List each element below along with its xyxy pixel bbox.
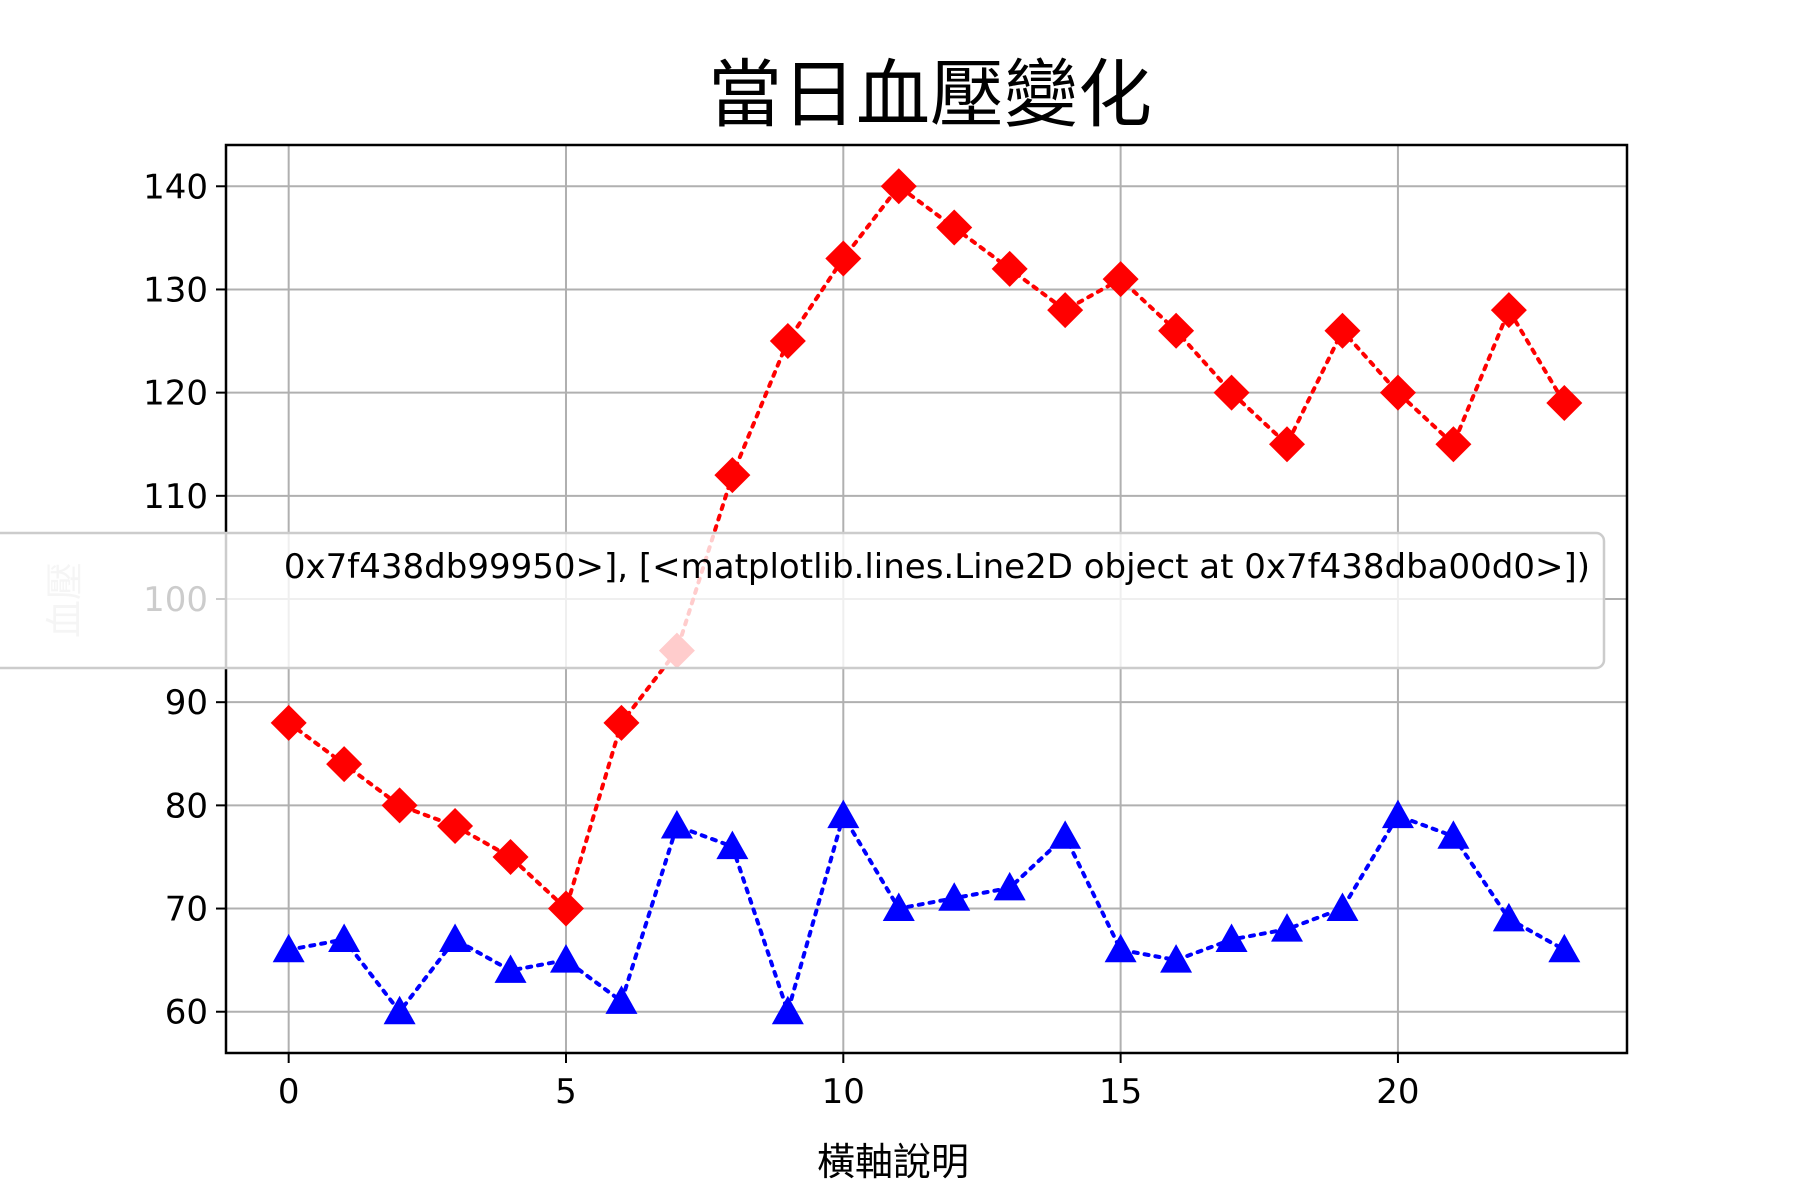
x-axis-label: 橫軸說明 <box>817 1140 969 1184</box>
series-2-point <box>1271 913 1304 942</box>
y-tick-label: 90 <box>165 683 208 723</box>
series-1-point <box>936 209 973 246</box>
series-1-point <box>381 787 418 824</box>
series-1-point <box>1158 312 1195 349</box>
series-1-point <box>991 250 1028 287</box>
series-2-point <box>827 799 860 829</box>
y-tick-label: 110 <box>143 477 208 517</box>
series-1-point <box>492 838 529 875</box>
series-1-point <box>547 890 584 927</box>
series-1-point <box>825 240 862 277</box>
series-2 <box>272 799 1581 1025</box>
x-tick-label: 5 <box>555 1072 577 1112</box>
series-1-point <box>1546 384 1583 421</box>
series-1-point <box>1047 292 1084 329</box>
series-1-point <box>603 704 640 741</box>
series-2-point <box>882 892 915 922</box>
y-tick-label: 140 <box>143 167 208 207</box>
series-1-point <box>326 746 363 783</box>
series-2-point <box>328 923 361 952</box>
series-2-line <box>286 810 1567 1019</box>
series-1-line <box>286 183 1567 913</box>
series-1-point <box>880 168 917 205</box>
series-1-point <box>1213 374 1250 411</box>
x-tick-label: 20 <box>1376 1072 1419 1112</box>
series-2-point <box>1160 944 1193 973</box>
y-tick-label: 80 <box>165 786 208 826</box>
series-2-point <box>1326 892 1359 922</box>
series-2-point <box>1381 799 1414 829</box>
series-1-point <box>1102 261 1139 298</box>
series-2-point <box>716 830 749 860</box>
y-tick-label: 120 <box>143 374 208 414</box>
series-2-point <box>771 995 804 1025</box>
series-2-point <box>993 871 1026 901</box>
series-1-point <box>1490 292 1527 329</box>
series-2-point <box>660 810 693 839</box>
series-1-point <box>1269 426 1306 463</box>
series-1-point <box>714 457 751 494</box>
x-tick-label: 10 <box>822 1072 865 1112</box>
legend-box <box>0 531 1606 670</box>
series-1-point <box>270 704 307 741</box>
series-2-point <box>1492 902 1525 932</box>
x-axis: 0 5 10 15 20 <box>278 1053 1420 1112</box>
chart-title: 當日血壓變化 <box>708 52 1152 138</box>
series-1-point <box>1379 374 1416 411</box>
series-2-point <box>1437 820 1470 849</box>
series-2-point <box>1104 933 1137 963</box>
series-2-point <box>272 933 305 963</box>
series-2-point <box>605 985 638 1014</box>
series-2-point <box>1215 923 1248 952</box>
series-group <box>270 168 1583 1025</box>
y-tick-label: 130 <box>143 270 208 310</box>
x-tick-label: 15 <box>1099 1072 1142 1112</box>
series-2-point <box>549 944 582 973</box>
x-tick-label: 0 <box>278 1072 300 1112</box>
series-2-point <box>494 954 527 983</box>
series-1-point <box>1324 312 1361 349</box>
series-2-point <box>1049 820 1082 849</box>
series-2-point <box>439 923 472 952</box>
series-2-point <box>1548 933 1581 963</box>
series-1-point <box>1435 426 1472 463</box>
y-tick-label: 70 <box>165 890 208 930</box>
series-2-point <box>938 882 971 911</box>
y-tick-label: 60 <box>165 993 208 1033</box>
legend-text: 0x7f438db99950>], [<matplotlib.lines.Lin… <box>284 547 1590 587</box>
series-1-point <box>437 808 474 844</box>
series-2-point <box>383 995 416 1025</box>
series-1-point <box>769 323 806 360</box>
legend: 0x7f438db99950>], [<matplotlib.lines.Lin… <box>0 531 1606 670</box>
